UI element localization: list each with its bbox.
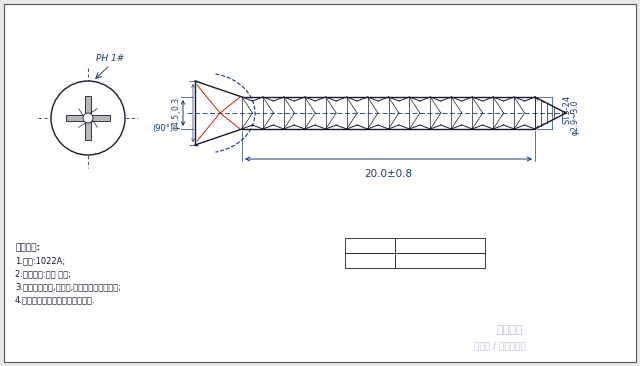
Text: 1.材质:1022A;: 1.材质:1022A;	[15, 256, 65, 265]
Ellipse shape	[51, 81, 125, 155]
Bar	[395, 253, 485, 268]
Polygon shape	[85, 96, 91, 140]
Ellipse shape	[83, 113, 93, 123]
Text: PH 1#: PH 1#	[96, 54, 124, 63]
Text: 20.0±0.8: 20.0±0.8	[364, 169, 413, 179]
Text: 头条号 / 小六设计组: 头条号 / 小六设计组	[474, 341, 526, 351]
Text: ST3-24: ST3-24	[562, 94, 571, 124]
Text: φ2.9~3.0: φ2.9~3.0	[571, 99, 580, 135]
Polygon shape	[66, 115, 110, 121]
Bar	[345, 238, 395, 253]
Bar	[395, 238, 485, 253]
Text: 客户确认: 客户确认	[348, 241, 367, 250]
Text: 3.产品表面光洁,无毛刺,牙锋尖锐，螺纹清晰;: 3.产品表面光洁,无毛刺,牙锋尖锐，螺纹清晰;	[15, 282, 121, 291]
Text: 技术要求:: 技术要求:	[15, 243, 40, 252]
Text: 4.未标注项目参照对应的国标标准.: 4.未标注项目参照对应的国标标准.	[15, 295, 95, 304]
Text: 日  期: 日 期	[348, 256, 362, 265]
Text: 2.表面处理:电镰 白锗;: 2.表面处理:电镰 白锗;	[15, 269, 71, 278]
Text: (90°): (90°)	[152, 123, 173, 132]
Bar	[345, 253, 395, 268]
Text: 设计札记: 设计札记	[497, 325, 524, 335]
Text: φ4.5¸0.3: φ4.5¸0.3	[172, 96, 181, 130]
